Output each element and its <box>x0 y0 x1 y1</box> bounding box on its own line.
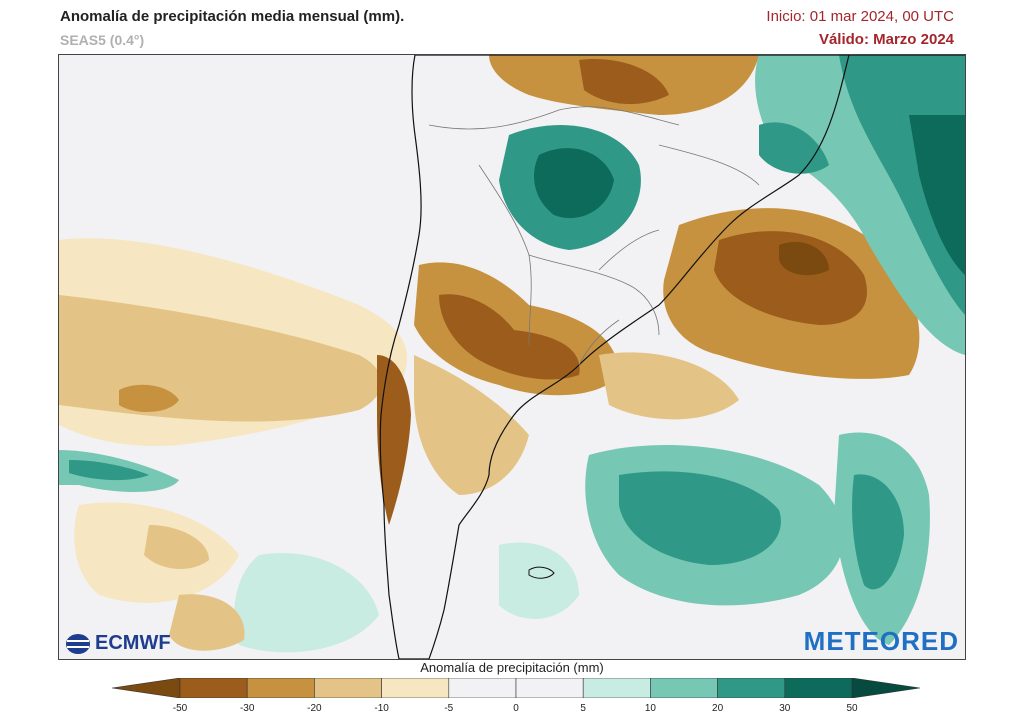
colorbar-tick-label: -10 <box>374 703 389 714</box>
colorbar-tick-label: 50 <box>846 703 858 714</box>
colorbar-segment <box>314 678 382 698</box>
dry-zone-north-core <box>579 59 669 105</box>
colorbar-segment <box>246 678 315 698</box>
colorbar-segment <box>582 678 651 698</box>
dry-arc-atlantic-extreme <box>779 241 829 276</box>
dry-strip-chile <box>377 355 411 525</box>
colorbar-segment <box>448 678 517 698</box>
valid-period: Válido: Marzo 2024 <box>818 31 954 48</box>
south-america-coastline <box>379 55 965 659</box>
wet-spot-brazil-coast <box>759 122 829 174</box>
precipitation-anomaly-map: ECMWF METEORED <box>58 54 966 660</box>
wet-zone-atlantic-north-core <box>909 115 965 275</box>
dry-zone-argentina-core <box>439 294 580 380</box>
colorbar-segment <box>784 678 853 698</box>
init-date: Inicio: 01 mar 2024, 00 UTC <box>766 8 954 25</box>
dry-patch-plata <box>599 352 739 420</box>
map-canvas <box>59 55 965 659</box>
legend-title: Anomalía de precipitación (mm) <box>420 660 604 675</box>
dry-patch-south-pacific-2 <box>169 594 245 651</box>
dry-spot-pacific <box>119 384 179 412</box>
colorbar-tick-label: -50 <box>172 703 188 714</box>
wet-patch-south-pacific <box>234 553 379 653</box>
colorbar-segment <box>650 678 718 698</box>
ecmwf-logo-text: ECMWF <box>95 632 171 654</box>
wet-zone-south-atlantic-core <box>619 471 781 565</box>
map-title: Anomalía de precipitación media mensual … <box>60 8 405 25</box>
wet-zone-paraguay-core <box>534 148 614 219</box>
country-borders <box>428 106 760 366</box>
colorbar-tick-label: 10 <box>644 703 656 714</box>
colorbar-tick-label: 0 <box>513 703 519 714</box>
colorbar-tick-label: 20 <box>712 703 724 714</box>
wet-zone-far-east-core <box>852 474 904 590</box>
ecmwf-globe-icon <box>66 633 90 654</box>
colorbar-segment <box>515 678 584 698</box>
colorbar-segment <box>381 678 450 698</box>
colorbar-tick-label: 30 <box>779 703 791 714</box>
model-subtitle: SEAS5 (0.4°) <box>60 32 145 48</box>
colorbar <box>112 678 920 698</box>
colorbar-tick-label: 5 <box>580 703 586 714</box>
dry-patch-south-pacific-inner <box>144 525 209 570</box>
colorbar-segment <box>179 678 248 698</box>
meteored-logo: METEORED <box>803 626 959 656</box>
wet-patch-falklands <box>499 542 579 619</box>
colorbar-tick-label: -5 <box>444 703 454 714</box>
run-info: Inicio: 01 mar 2024, 00 UTC Válido: Marz… <box>766 8 954 48</box>
colorbar-max-arrow <box>851 678 920 698</box>
ecmwf-logo: ECMWF <box>65 632 171 655</box>
falklands-coastline <box>528 566 555 579</box>
colorbar-min-arrow <box>112 678 181 698</box>
colorbar-tick-label: -30 <box>239 703 255 714</box>
dry-zone-patagonia <box>414 355 529 495</box>
wet-streak-pacific-core <box>69 460 149 481</box>
dry-arc-atlantic-core <box>714 231 867 325</box>
colorbar-segment <box>717 678 786 698</box>
colorbar-tick-label: -20 <box>307 703 322 714</box>
